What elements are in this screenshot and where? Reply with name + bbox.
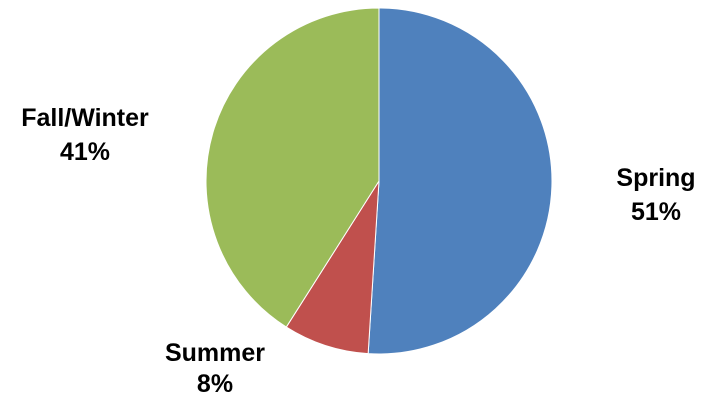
fall-winter-value-label: 41% [60,138,110,166]
summer-label: Summer [165,339,265,367]
fall-winter-label: Fall/Winter [21,104,149,132]
spring-label: Spring [616,164,695,192]
pie-labels: Spring 51% Summer 8% Fall/Winter 41% [21,104,695,396]
pie-slices [205,7,553,355]
pie-slice-spring [367,7,553,355]
summer-value-label: 8% [197,370,233,396]
spring-value-label: 51% [631,198,681,226]
pie-slice-fall-winter [205,7,380,328]
